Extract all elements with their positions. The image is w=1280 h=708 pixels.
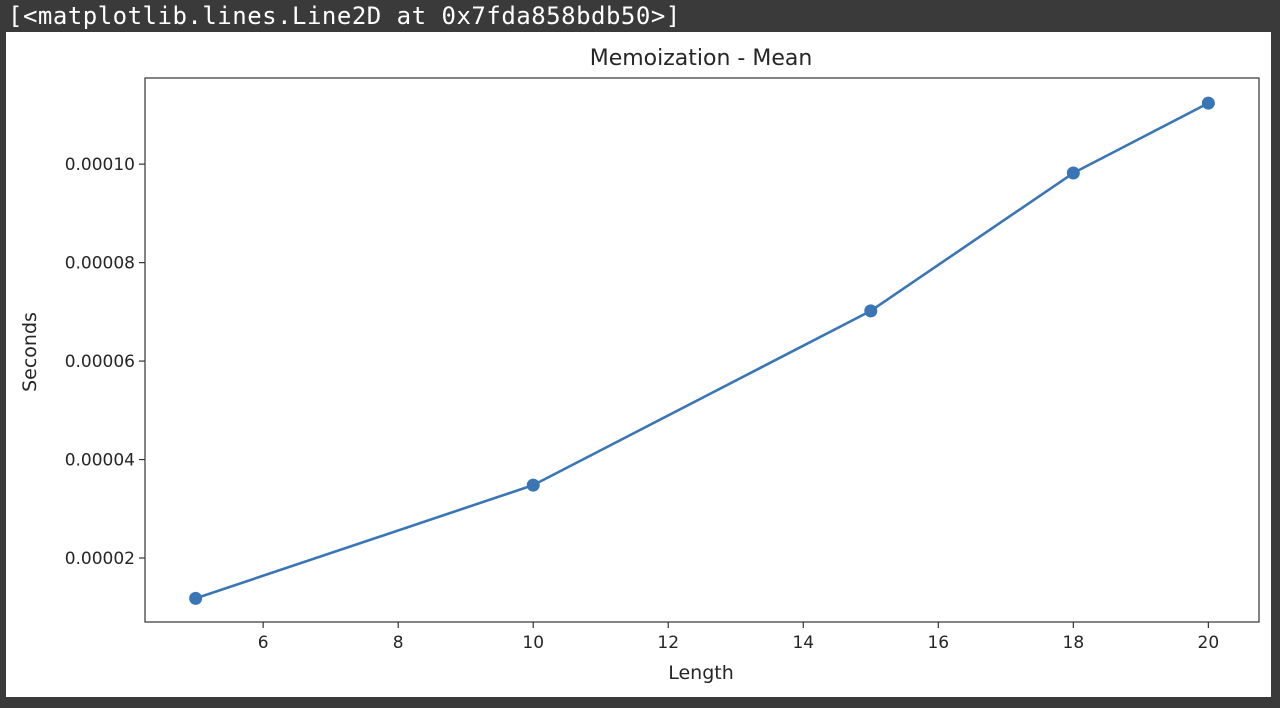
data-point: [1066, 166, 1080, 180]
plot-figure: Memoization - Mean 6 8 10 12 14 16 18 20 0.0000…: [6, 32, 1271, 697]
x-tick-label: 8: [393, 633, 404, 653]
x-tick-label: 18: [1063, 633, 1085, 653]
x-tick-label: 6: [258, 633, 269, 653]
x-tick-label: 20: [1198, 633, 1220, 653]
series-line: [195, 101, 1209, 600]
data-point: [526, 478, 540, 492]
x-axis-label: Length: [668, 662, 734, 684]
data-point: [189, 591, 203, 605]
y-tick-label: 0.00006: [65, 352, 135, 372]
plot-frame: [144, 77, 1260, 623]
data-point: [864, 304, 878, 318]
y-tick-label: 0.00008: [65, 254, 135, 274]
series-layer: [189, 96, 1215, 605]
x-tick-label: 10: [522, 633, 544, 653]
chart-title: Memoization - Mean: [590, 46, 813, 71]
x-axis: 6 8 10 12 14 16 18 20: [258, 622, 1219, 653]
y-axis: 0.00002 0.00004 0.00006 0.00008 0.00010: [65, 155, 145, 569]
data-point: [1201, 96, 1215, 110]
x-tick-label: 14: [792, 633, 814, 653]
y-tick-label: 0.00004: [65, 451, 135, 471]
plot-area: [144, 77, 1260, 623]
y-tick-label: 0.00010: [65, 155, 135, 175]
y-tick-label: 0.00002: [65, 549, 135, 569]
x-tick-label: 12: [657, 633, 679, 653]
y-axis-label: Seconds: [19, 312, 41, 392]
cell-output-repr: [<matplotlib.lines.Line2D at 0x7fda858bd…: [8, 2, 681, 30]
x-tick-label: 16: [927, 633, 949, 653]
line-chart: Memoization - Mean 6 8 10 12 14 16 18 20 0.0000…: [19, 46, 1260, 684]
